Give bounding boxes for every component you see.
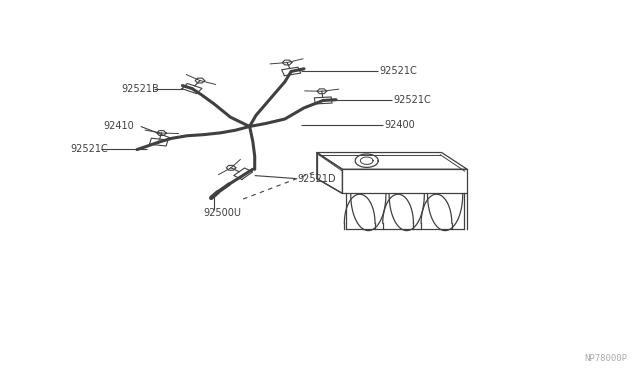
Text: 92521C: 92521C (70, 144, 108, 154)
Text: 92500U: 92500U (204, 208, 241, 218)
Text: 92400: 92400 (384, 120, 415, 129)
Text: NP78000P: NP78000P (584, 354, 627, 363)
Text: 92521D: 92521D (297, 174, 335, 183)
Text: 92410: 92410 (104, 122, 134, 131)
Text: 92521C: 92521C (379, 67, 417, 76)
Text: 92521C: 92521C (393, 96, 431, 105)
Text: 92521B: 92521B (122, 84, 159, 93)
